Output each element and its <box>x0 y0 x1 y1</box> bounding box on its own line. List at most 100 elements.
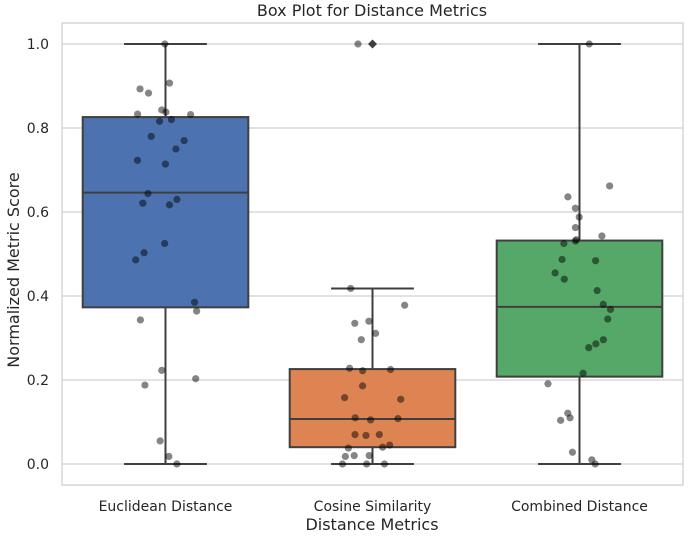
x-tick-label: Euclidean Distance <box>99 499 233 515</box>
strip-point <box>350 452 358 460</box>
strip-point <box>345 364 354 372</box>
strip-point <box>165 452 173 461</box>
strip-point <box>358 382 367 390</box>
strip-point <box>568 448 577 456</box>
strip-point <box>359 367 367 375</box>
strip-point <box>172 145 180 153</box>
strip-point <box>161 160 170 168</box>
outlier-marker <box>368 39 377 49</box>
strip-point <box>140 249 148 257</box>
strip-point <box>132 256 140 264</box>
strip-point <box>366 416 375 424</box>
strip-point <box>341 452 349 461</box>
box-1 <box>288 39 457 465</box>
box-rect <box>81 116 250 309</box>
box-2 <box>495 43 664 465</box>
box-rect <box>288 368 457 449</box>
strip-point <box>564 193 572 201</box>
box-rect <box>495 239 664 378</box>
strip-point <box>341 394 349 402</box>
strip-point <box>351 414 359 422</box>
strip-point <box>173 460 181 468</box>
strip-point <box>147 132 155 140</box>
strip-point <box>357 336 365 344</box>
strip-point <box>192 375 200 383</box>
strip-point <box>347 284 355 293</box>
strip-point <box>158 106 166 114</box>
strip-point <box>606 305 615 314</box>
strip-point <box>372 329 380 337</box>
strip-point <box>344 444 352 452</box>
chart-title: Box Plot for Distance Metrics <box>257 1 487 20</box>
strip-point <box>557 416 565 424</box>
strip-point <box>571 237 580 245</box>
x-tick-label: Combined Distance <box>511 499 648 515</box>
strip-point <box>338 460 347 468</box>
y-tick-labels: 0.0 0.2 0.4 0.6 0.8 1.0 <box>27 37 49 473</box>
strip-point <box>592 340 600 348</box>
strip-point <box>606 182 614 190</box>
y-tick-label: 0.8 <box>27 121 49 137</box>
strip-point <box>190 298 199 306</box>
strip-point <box>401 301 409 309</box>
y-tick-label: 0.0 <box>27 457 49 473</box>
strip-point <box>558 255 566 264</box>
strip-point <box>144 189 152 198</box>
y-tick-label: 0.4 <box>27 289 49 305</box>
strip-point <box>564 409 572 417</box>
strip-point <box>386 365 395 374</box>
strip-point <box>588 456 596 464</box>
x-axis-label: Distance Metrics <box>305 515 438 534</box>
strip-point <box>362 431 370 440</box>
y-tick-label: 0.6 <box>27 205 49 221</box>
strip-point <box>585 40 593 48</box>
strip-point <box>571 204 580 212</box>
strip-point <box>380 460 389 468</box>
y-tick-label: 0.2 <box>27 373 49 389</box>
strip-point <box>598 232 606 240</box>
strip-point <box>591 257 600 265</box>
strip-point <box>560 239 568 248</box>
strip-point <box>365 317 373 325</box>
strip-point <box>365 452 373 460</box>
strip-point <box>575 213 583 221</box>
strip-point <box>162 108 170 116</box>
strip-point <box>379 443 387 451</box>
strip-point <box>579 369 587 377</box>
strip-point <box>155 117 164 125</box>
strip-point <box>394 415 402 423</box>
strip-point <box>591 460 599 468</box>
strip-point <box>593 286 601 295</box>
strip-point <box>544 380 552 388</box>
strip-point <box>585 344 593 352</box>
strip-point <box>133 156 142 164</box>
strip-point <box>363 460 371 468</box>
strip-point <box>139 199 147 207</box>
x-tick-labels: Euclidean Distance Cosine Similarity Combi… <box>99 499 648 515</box>
strip-point <box>566 414 574 422</box>
strip-point <box>599 336 607 344</box>
strip-point <box>354 40 362 48</box>
strip-point <box>180 137 188 145</box>
strip-point <box>375 431 383 439</box>
plot-frame <box>61 22 684 486</box>
strip-point <box>156 437 164 445</box>
x-tick-label: Cosine Similarity <box>314 499 432 515</box>
strip-point <box>165 201 174 209</box>
strip-point <box>351 319 359 327</box>
strip-point <box>173 195 181 203</box>
strip-point <box>136 316 144 324</box>
strip-points <box>132 40 615 468</box>
strip-point <box>165 79 174 87</box>
strip-point <box>158 366 166 374</box>
strip-point <box>186 110 195 119</box>
strip-point <box>560 275 568 283</box>
strip-point <box>599 300 607 308</box>
strip-point <box>133 110 142 118</box>
strip-point <box>136 85 144 93</box>
strip-point <box>141 381 149 389</box>
y-axis-label: Normalized Metric Score <box>4 172 23 367</box>
strip-point <box>161 40 169 48</box>
strip-point <box>604 315 612 323</box>
